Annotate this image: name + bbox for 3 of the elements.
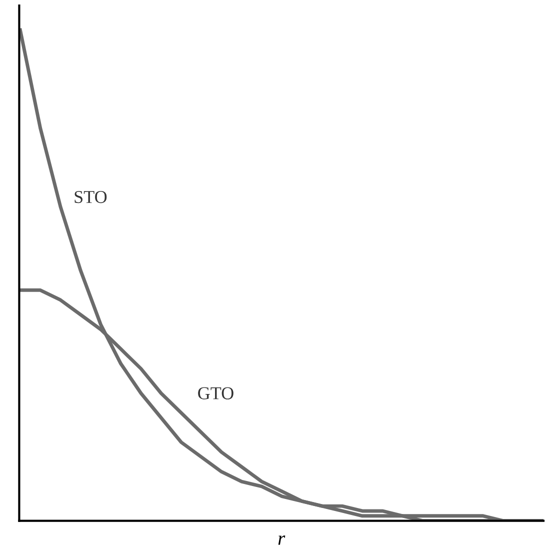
x-axis-title: r [278, 536, 286, 545]
series-label: GTO [198, 387, 234, 400]
series-label: STO [74, 190, 107, 204]
